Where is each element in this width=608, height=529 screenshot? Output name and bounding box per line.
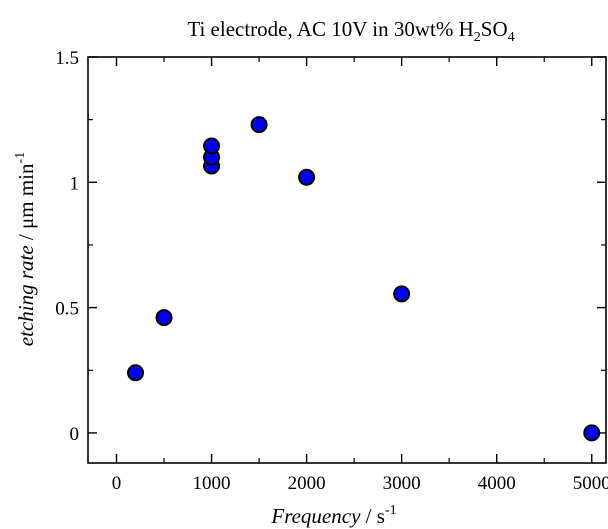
chart-title-subscript-4: 4: [508, 30, 515, 45]
data-point: [250, 116, 268, 134]
x-tick-label: 3000: [383, 473, 421, 494]
x-tick-label: 0: [112, 473, 122, 494]
y-tick-label: 0.5: [55, 299, 79, 320]
x-axis-label: Frequency / s-1: [270, 503, 396, 528]
chart-title: Ti electrode, AC 10V in 30wt% H2SO4: [187, 17, 514, 45]
y-axis-label: etching rate / μm min-1: [13, 152, 38, 346]
x-tick-label: 5000: [573, 473, 608, 494]
y-tick-label: 0: [70, 424, 80, 445]
x-tick-label: 2000: [288, 473, 326, 494]
data-point: [203, 137, 221, 155]
y-tick-label: 1.5: [55, 48, 79, 69]
plot-frame: [87, 56, 607, 464]
plot-area: 0 1000 2000 3000 4000 5000 0 0.5 1 1.5: [55, 48, 608, 494]
y-tick-label: 1: [70, 173, 80, 194]
x-tick-label: 1000: [193, 473, 231, 494]
data-point: [583, 424, 601, 442]
x-tick-label: 4000: [478, 473, 516, 494]
data-point: [393, 285, 411, 303]
data-point: [298, 168, 316, 186]
data-point: [155, 309, 173, 327]
chart-title-subscript-2: 2: [474, 30, 481, 45]
data-point: [127, 364, 145, 382]
